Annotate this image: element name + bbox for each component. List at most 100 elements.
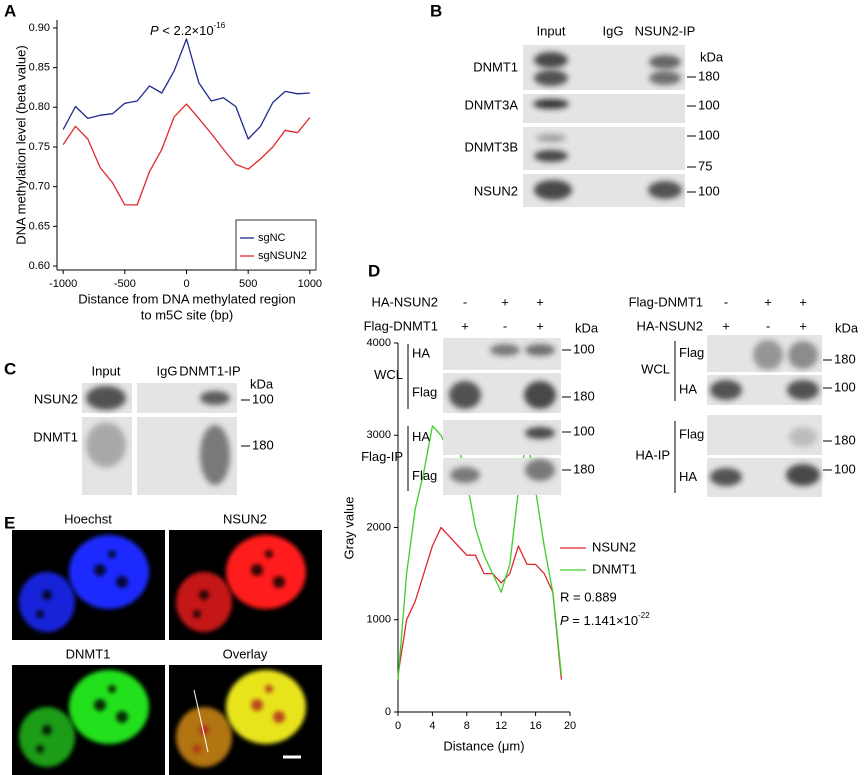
lane-label: IgG bbox=[157, 363, 178, 378]
condition-sign: + bbox=[461, 318, 469, 333]
nucleus bbox=[19, 707, 75, 767]
blot-band bbox=[525, 427, 555, 439]
marker-label: 100 bbox=[698, 127, 720, 142]
condition-label: HA-NSUN2 bbox=[637, 318, 703, 333]
blot-band bbox=[525, 344, 555, 356]
x-tick-label: 1000 bbox=[298, 278, 322, 290]
panel-letter: C bbox=[4, 359, 16, 378]
nucleus bbox=[69, 670, 149, 744]
group-label: WCL bbox=[641, 361, 670, 376]
nucleus bbox=[176, 707, 232, 767]
y-tick-label: 0.75 bbox=[29, 141, 50, 153]
unit-label: kDa bbox=[575, 320, 599, 335]
marker-label: 180 bbox=[252, 437, 274, 452]
condition-label: Flag-DNMT1 bbox=[364, 318, 438, 333]
nucleolus bbox=[116, 711, 128, 723]
row-label: DNMT1 bbox=[473, 59, 518, 74]
blot-band bbox=[534, 180, 572, 200]
x-tick-label: 0 bbox=[183, 278, 189, 290]
row-label: DNMT3B bbox=[465, 139, 518, 154]
stat-p-exponent: -22 bbox=[638, 611, 650, 620]
panel-letter: B bbox=[430, 1, 442, 20]
blot-band bbox=[649, 71, 681, 85]
row-label: HA bbox=[679, 469, 697, 484]
condition-label: Flag-DNMT1 bbox=[629, 294, 703, 309]
y-tick-label: 0 bbox=[385, 706, 391, 718]
blot-band bbox=[534, 150, 568, 162]
blot-band bbox=[200, 425, 230, 485]
blot-band bbox=[788, 341, 818, 369]
stat-p-symbol: P bbox=[560, 613, 569, 628]
x-tick-label: 8 bbox=[464, 720, 470, 732]
image-label: Overlay bbox=[223, 646, 268, 661]
marker-label: 100 bbox=[573, 341, 595, 356]
nucleolus bbox=[36, 745, 44, 753]
blot-strip bbox=[523, 127, 685, 170]
condition-sign: - bbox=[724, 294, 728, 309]
condition-sign: + bbox=[799, 318, 807, 333]
condition-sign: - bbox=[766, 318, 770, 333]
legend-label: sgNSUN2 bbox=[258, 250, 307, 262]
image-label: NSUN2 bbox=[223, 511, 267, 526]
y-tick-label: 4000 bbox=[367, 337, 391, 349]
blot-band bbox=[648, 181, 682, 199]
blot-band bbox=[753, 340, 783, 370]
image-label: Hoechst bbox=[64, 511, 112, 526]
blot-band bbox=[534, 52, 568, 68]
row-label: NSUN2 bbox=[34, 391, 78, 406]
condition-sign: + bbox=[799, 294, 807, 309]
row-label: NSUN2 bbox=[474, 183, 518, 198]
nucleolus bbox=[251, 564, 263, 576]
row-label: Flag bbox=[679, 426, 704, 441]
nucleus bbox=[226, 535, 306, 609]
group-label: Flag-IP bbox=[361, 449, 403, 464]
blot-band bbox=[786, 464, 820, 486]
nucleolus bbox=[273, 576, 285, 588]
stat-p: P = 1.141×10-22 bbox=[560, 611, 650, 628]
nucleolus bbox=[94, 564, 106, 576]
legend-box bbox=[235, 219, 317, 271]
profile-line bbox=[193, 689, 209, 753]
marker-label: 100 bbox=[252, 391, 274, 406]
nucleus bbox=[226, 670, 306, 744]
annotation-symbol: P bbox=[150, 23, 159, 38]
row-label: DNMT3A bbox=[465, 97, 519, 112]
annotation-exponent: -16 bbox=[214, 21, 226, 30]
nucleus bbox=[69, 535, 149, 609]
legend-label: NSUN2 bbox=[592, 539, 636, 554]
blot-band bbox=[789, 427, 817, 447]
series-line bbox=[397, 526, 563, 680]
marker-label: 100 bbox=[834, 461, 856, 476]
row-label: DNMT1 bbox=[33, 429, 78, 444]
y-tick-label: 0.60 bbox=[29, 260, 50, 272]
y-tick-label: 1000 bbox=[367, 614, 391, 626]
marker-label: 180 bbox=[834, 432, 856, 447]
condition-sign: - bbox=[503, 318, 507, 333]
lane-label: IgG bbox=[603, 23, 624, 38]
annotation: P < 2.2×10-16 bbox=[150, 21, 226, 38]
x-axis-title: to m5C site (bp) bbox=[141, 307, 233, 322]
x-tick-label: 4 bbox=[429, 720, 435, 732]
marker-label: 100 bbox=[698, 183, 720, 198]
row-label: HA bbox=[412, 429, 430, 444]
condition-sign: + bbox=[764, 294, 772, 309]
marker-label: 75 bbox=[698, 158, 712, 173]
unit-label: kDa bbox=[835, 320, 859, 335]
marker-label: 180 bbox=[698, 68, 720, 83]
blot-band bbox=[534, 70, 568, 86]
x-tick-label: 16 bbox=[529, 720, 541, 732]
x-tick-label: -1000 bbox=[49, 278, 77, 290]
unit-label: kDa bbox=[700, 49, 724, 64]
nucleus bbox=[176, 572, 232, 632]
marker-label: 180 bbox=[573, 461, 595, 476]
condition-sign: - bbox=[463, 294, 467, 309]
lane-label: NSUN2-IP bbox=[635, 23, 696, 38]
nucleolus bbox=[265, 685, 273, 693]
blot-band bbox=[536, 134, 566, 142]
y-tick-label: 3000 bbox=[367, 429, 391, 441]
blot-band bbox=[787, 380, 819, 400]
blot-band bbox=[86, 422, 126, 468]
nucleolus bbox=[108, 550, 116, 558]
nucleolus bbox=[199, 590, 209, 600]
